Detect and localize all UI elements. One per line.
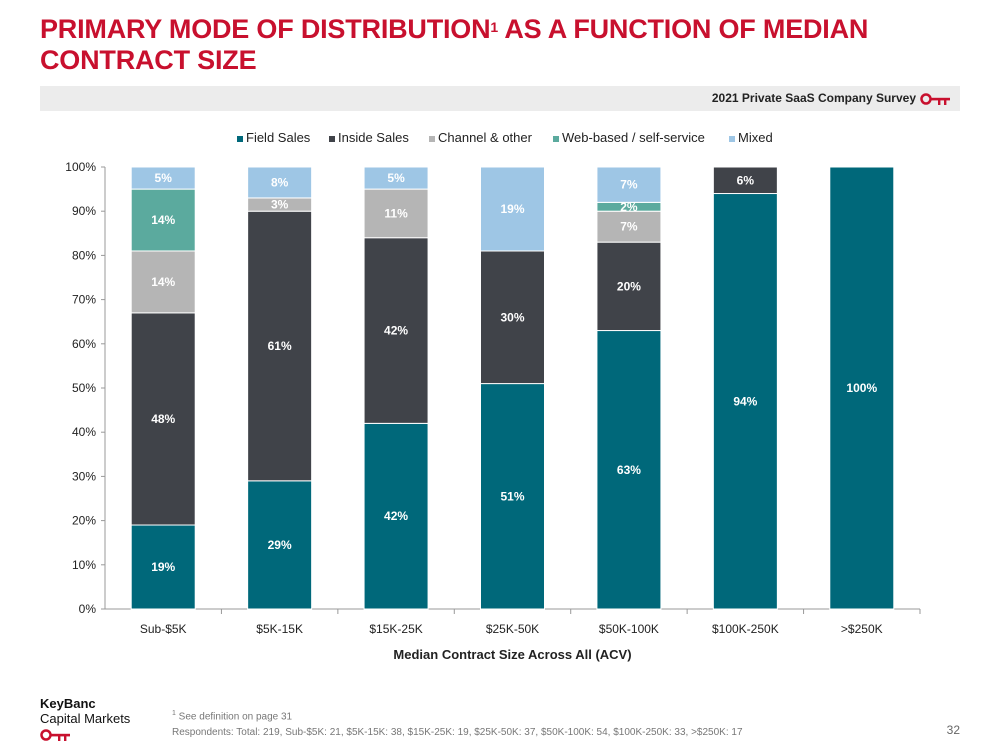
data-label: 20% — [617, 279, 641, 293]
bar-segment — [130, 188, 196, 252]
data-label: 2% — [620, 200, 638, 214]
legend-label: Field Sales — [246, 130, 311, 145]
x-tick-label: $15K-25K — [369, 622, 422, 636]
x-axis-title: Median Contract Size Across All (ACV) — [393, 647, 631, 662]
y-tick-label: 60% — [72, 337, 96, 351]
data-label: 14% — [151, 275, 175, 289]
legend-label: Mixed — [738, 130, 773, 145]
y-tick-label: 80% — [72, 248, 96, 262]
bar-segment — [247, 166, 313, 199]
footnote-marker: 1 — [172, 710, 176, 717]
title-footnote-marker: 1 — [490, 19, 499, 35]
page-number: 32 — [946, 723, 960, 737]
data-label: 19% — [151, 560, 175, 574]
bar-segment — [130, 524, 196, 610]
data-label: 11% — [384, 206, 408, 220]
y-tick-label: 90% — [72, 204, 96, 218]
legend-swatch — [237, 136, 243, 142]
key-logo-icon — [920, 93, 950, 105]
x-tick-label: Sub-$5K — [140, 622, 187, 636]
data-label: 30% — [500, 310, 524, 324]
stacked-bar-chart: 0% 10% 20% 30% 40% 50% 60% 70% 80% 90% 100% 19% 48% 1… — [65, 130, 921, 662]
brand-name: KeyBanc — [40, 696, 96, 711]
data-label: 19% — [500, 202, 524, 216]
bar-segment — [829, 166, 895, 610]
legend-label: Web-based / self-service — [562, 130, 705, 145]
legend-label: Inside Sales — [338, 130, 409, 145]
legend-swatch — [729, 136, 735, 142]
data-label: 94% — [733, 394, 757, 408]
bar-segment — [480, 250, 545, 385]
x-tick-label: $25K-50K — [486, 622, 539, 636]
data-label: 63% — [617, 463, 641, 477]
key-icon — [40, 729, 70, 741]
data-label: 3% — [271, 198, 289, 212]
data-label: 7% — [620, 178, 638, 192]
respondents-note: Respondents: Total: 219, Sub-$5K: 21, $5… — [172, 727, 743, 738]
data-label: 42% — [384, 324, 408, 338]
legend-swatch — [553, 136, 559, 142]
legend-label: Channel & other — [438, 130, 533, 145]
y-tick-label: 10% — [72, 558, 96, 572]
bar-segment — [247, 210, 313, 482]
bar-segment — [596, 210, 662, 243]
bar-segment — [596, 166, 662, 203]
data-label: 51% — [500, 489, 524, 503]
survey-label: 2021 Private SaaS Company Survey — [711, 91, 916, 105]
x-tick-label: >$250K — [841, 622, 883, 636]
bar-segment — [480, 166, 545, 252]
data-label: 100% — [846, 381, 877, 395]
legend-swatch — [429, 136, 435, 142]
bar-segment — [130, 250, 196, 314]
title-part1: PRIMARY MODE OF DISTRIBUTION — [40, 14, 491, 44]
footnote: 1 See definition on page 31 — [172, 710, 292, 722]
y-tick-label: 100% — [65, 160, 96, 174]
data-label: 14% — [151, 213, 175, 227]
y-tick-label: 20% — [72, 514, 96, 528]
data-label: 61% — [268, 339, 292, 353]
bar-segment — [247, 480, 313, 610]
y-tick-label: 50% — [72, 381, 96, 395]
survey-band: 2021 Private SaaS Company Survey — [40, 86, 960, 111]
x-tick-label: $100K-250K — [712, 622, 779, 636]
bar-segment — [596, 241, 662, 332]
bar-segment — [712, 193, 778, 610]
y-tick-label: 30% — [72, 469, 96, 483]
brand-subname: Capital Markets — [40, 711, 131, 726]
data-label: 8% — [271, 175, 289, 189]
x-tick-label: $50K-100K — [599, 622, 659, 636]
x-tick-label: $5K-15K — [256, 622, 303, 636]
data-label: 29% — [268, 538, 292, 552]
footnote-text: See definition on page 31 — [175, 711, 293, 723]
bar-segment — [363, 237, 429, 424]
bar-segment — [596, 330, 662, 610]
bar-segment — [363, 188, 429, 239]
keybanc-logo: KeyBanc Capital Markets — [40, 697, 130, 742]
bar-segment — [130, 166, 196, 190]
y-tick-label: 40% — [72, 425, 96, 439]
bar-segment — [363, 422, 429, 610]
data-label: 7% — [620, 220, 638, 234]
y-tick-label: 70% — [72, 293, 96, 307]
bar-segment — [480, 383, 545, 610]
bar-segment — [363, 166, 429, 190]
page-title: PRIMARY MODE OF DISTRIBUTION1 AS A FUNCT… — [40, 14, 940, 76]
bar-segment — [712, 166, 778, 195]
legend-swatch — [329, 136, 335, 142]
bar-segment — [130, 312, 196, 526]
data-label: 5% — [155, 171, 173, 185]
data-label: 6% — [737, 173, 755, 187]
data-label: 42% — [384, 509, 408, 523]
data-label: 5% — [387, 171, 405, 185]
y-tick-label: 0% — [79, 602, 97, 616]
title-part2: AS A FUNCTION OF MEDIAN CONTRACT SIZE — [40, 14, 869, 75]
data-label: 48% — [151, 412, 175, 426]
